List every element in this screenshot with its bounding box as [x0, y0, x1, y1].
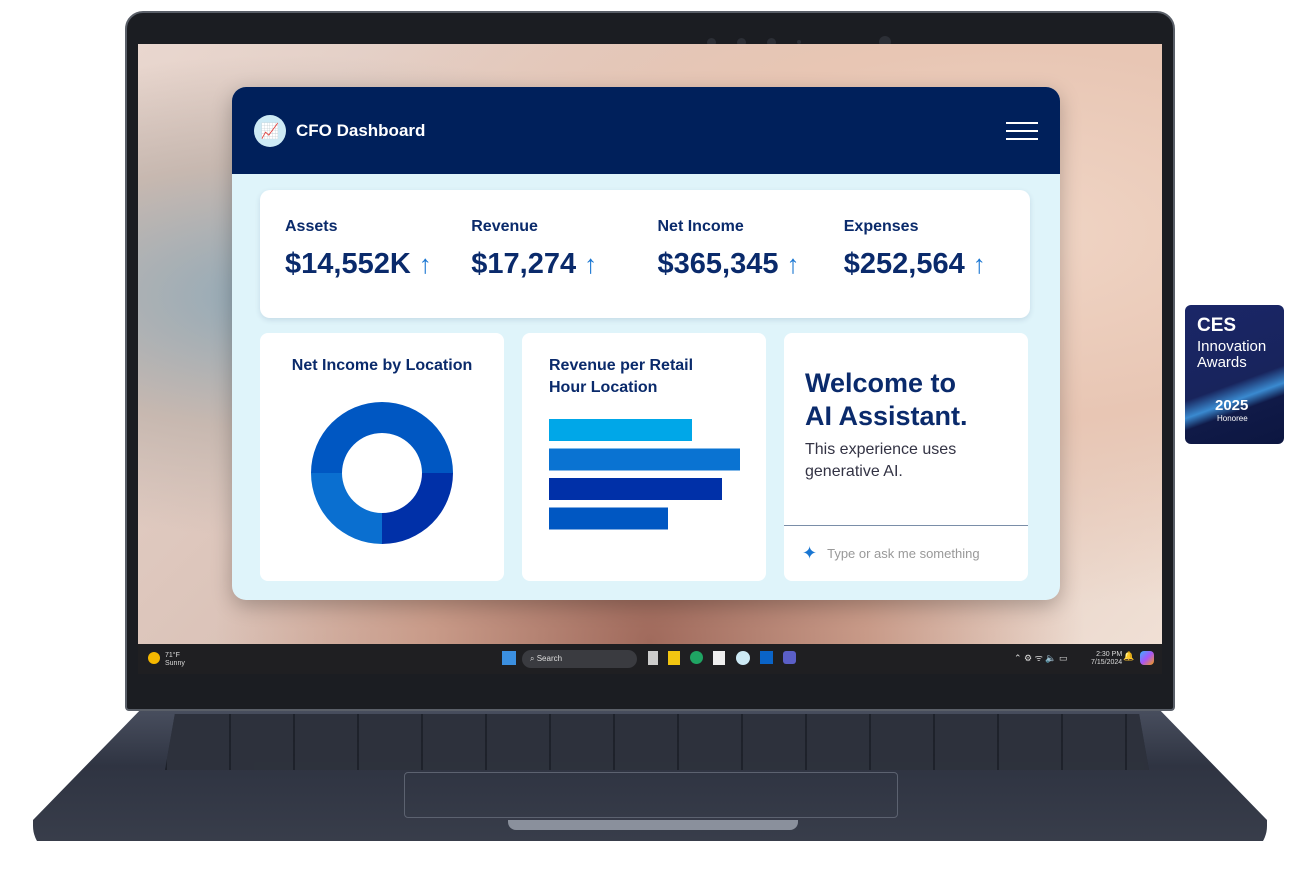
- screen: 📈 CFO Dashboard Assets $14,552K ↑ Revenue $…: [138, 44, 1162, 674]
- arrow-up-icon: ↑: [786, 249, 800, 279]
- revenue-card[interactable]: Revenue per Retail Hour Location: [522, 333, 766, 581]
- kpi-label: Assets: [285, 218, 338, 235]
- copilot-icon[interactable]: [1140, 651, 1154, 665]
- hamburger-icon[interactable]: [1006, 116, 1038, 146]
- kpi-net-income: Net Income $365,345 ↑: [658, 218, 844, 318]
- net-income-card[interactable]: Net Income by Location: [260, 333, 504, 581]
- badge-status: Honoree: [1217, 414, 1248, 423]
- bar: [549, 507, 668, 530]
- badge-year: 2025: [1215, 397, 1249, 414]
- arrow-up-icon: ↑: [972, 249, 986, 279]
- kpi-value: $365,345: [657, 248, 779, 280]
- kpi-revenue: Revenue $17,274 ↑: [471, 218, 657, 318]
- chart-growth-icon: 📈: [254, 114, 286, 147]
- donut-slice: [382, 473, 453, 544]
- kpi-expenses: Expenses $252,564 ↑: [844, 218, 1030, 318]
- kpi-value: $252,564: [843, 248, 965, 280]
- ces-award-badge: CES Innovation Awards 2025 Honoree: [1185, 305, 1284, 444]
- kpi-value: $17,274: [471, 248, 577, 280]
- bar: [549, 419, 692, 441]
- arrow-up-icon: ↑: [584, 249, 598, 279]
- teams-icon[interactable]: [783, 651, 796, 664]
- bar-chart: [549, 419, 740, 530]
- keyboard: [165, 714, 1149, 770]
- badge-line2: Awards: [1197, 354, 1247, 371]
- kpi-label: Revenue: [471, 218, 538, 235]
- temperature: 71°F: [165, 652, 180, 659]
- cfo-app-icon[interactable]: [736, 651, 750, 665]
- donut-slice: [311, 402, 453, 473]
- badge-line1: Innovation: [1197, 338, 1267, 355]
- arrow-up-icon: ↑: [418, 249, 432, 279]
- cfo-dashboard: 📈 CFO Dashboard Assets $14,552K ↑ Revenue $…: [232, 87, 1060, 600]
- outlook-icon[interactable]: [760, 651, 773, 664]
- bar: [549, 478, 722, 500]
- donut-chart: [311, 402, 453, 544]
- store-icon[interactable]: [713, 651, 725, 665]
- chart-title: Revenue per Retail Hour Location: [549, 357, 694, 396]
- kpi-value: $14,552K: [285, 248, 411, 280]
- badge-brand: CES: [1197, 315, 1237, 336]
- task-view-icon[interactable]: [648, 651, 658, 665]
- chart-title: Net Income by Location: [291, 357, 473, 374]
- search-box[interactable]: ⌕ Search: [522, 650, 637, 668]
- lid-notch: [508, 820, 798, 830]
- edge-icon[interactable]: [690, 651, 703, 664]
- bell-icon[interactable]: 🔔: [1123, 651, 1135, 661]
- weather-condition: Sunny: [165, 660, 185, 667]
- assistant-input[interactable]: ✦ Type or ask me something: [784, 525, 1028, 581]
- kpi-assets: Assets $14,552K ↑: [285, 218, 471, 318]
- assistant-subtitle: This experience uses generative AI.: [805, 441, 957, 480]
- weather-widget[interactable]: 71°F Sunny: [165, 652, 185, 668]
- ai-assistant-card: Welcome to AI Assistant. This experience…: [784, 333, 1028, 581]
- search-label: Search: [536, 654, 563, 663]
- time: 2:30 PM: [1096, 651, 1123, 658]
- touchpad: [404, 772, 898, 818]
- app-header: 📈 CFO Dashboard: [232, 87, 1060, 174]
- taskbar: 71°F Sunny ⌕ Search ⌃ ⚙ ᯤ 🔈 ▭ 2:30 PM 7/15…: [138, 644, 1162, 674]
- assistant-placeholder: Type or ask me something: [827, 546, 980, 561]
- system-tray-icons[interactable]: ⌃ ⚙ ᯤ 🔈 ▭: [1014, 653, 1068, 663]
- app-title: CFO Dashboard: [296, 120, 426, 140]
- date: 7/15/2024: [1091, 659, 1123, 666]
- donut-slice: [311, 473, 382, 544]
- kpi-label: Net Income: [657, 218, 744, 235]
- assistant-heading: Welcome to AI Assistant.: [805, 368, 968, 431]
- kpi-panel: Assets $14,552K ↑ Revenue $17,274 ↑ Net Inco…: [260, 190, 1030, 318]
- sparkle-icon: ✦: [802, 543, 818, 563]
- file-explorer-icon[interactable]: [668, 651, 680, 665]
- sun-icon: [148, 652, 160, 664]
- kpi-label: Expenses: [843, 218, 919, 235]
- windows-start-icon[interactable]: [502, 651, 516, 665]
- bar: [549, 448, 740, 471]
- clock[interactable]: 2:30 PM 7/15/2024: [1091, 651, 1122, 667]
